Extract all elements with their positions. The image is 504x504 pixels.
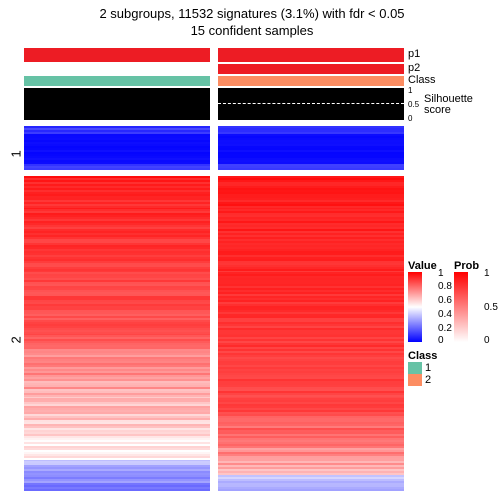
p2-right <box>218 64 404 74</box>
title-line-2: 15 confident samples <box>0 23 504 40</box>
legend-area: Value 1 0.8 0.6 0.4 0.2 0 Prob 1 0.5 <box>408 260 500 386</box>
legend-value: Value 1 0.8 0.6 0.4 0.2 0 <box>408 260 444 342</box>
label-p2: p2 <box>408 62 420 74</box>
class-item-1: 1 <box>408 362 500 374</box>
sil-tick-1: 1 <box>408 86 412 95</box>
plot-title: 2 subgroups, 11532 signatures (3.1%) wit… <box>0 0 504 40</box>
class-left <box>24 76 210 86</box>
heatmap-block-1 <box>24 126 404 170</box>
class-item-2: 2 <box>408 374 500 386</box>
ylabel-1: 1 <box>9 138 24 158</box>
legend-prob: Prob 1 0.5 0 <box>454 260 490 342</box>
label-class: Class <box>408 74 436 86</box>
p1-right <box>218 48 404 62</box>
title-line-1: 2 subgroups, 11532 signatures (3.1%) wit… <box>0 6 504 23</box>
silhouette-track <box>24 88 404 120</box>
prob-colorbar <box>454 272 468 342</box>
label-p1: p1 <box>408 48 420 60</box>
class-right <box>218 76 404 86</box>
annot-p1 <box>24 48 404 62</box>
annot-p2 <box>24 64 404 74</box>
plot-area: p1 p2 Class Silhouettescore 1 0.5 0 1 2 <box>24 48 404 496</box>
label-silhouette: Silhouettescore <box>424 94 473 116</box>
legend-class: Class 1 2 <box>408 350 500 386</box>
heatmap-block-2 <box>24 176 404 492</box>
value-colorbar <box>408 272 422 342</box>
silhouette-dash <box>218 103 404 104</box>
sil-tick-0: 0 <box>408 114 412 123</box>
p2-left <box>24 64 210 74</box>
sil-tick-05: 0.5 <box>408 100 419 109</box>
ylabel-2: 2 <box>9 324 24 344</box>
annot-class <box>24 76 404 86</box>
p1-left <box>24 48 210 62</box>
